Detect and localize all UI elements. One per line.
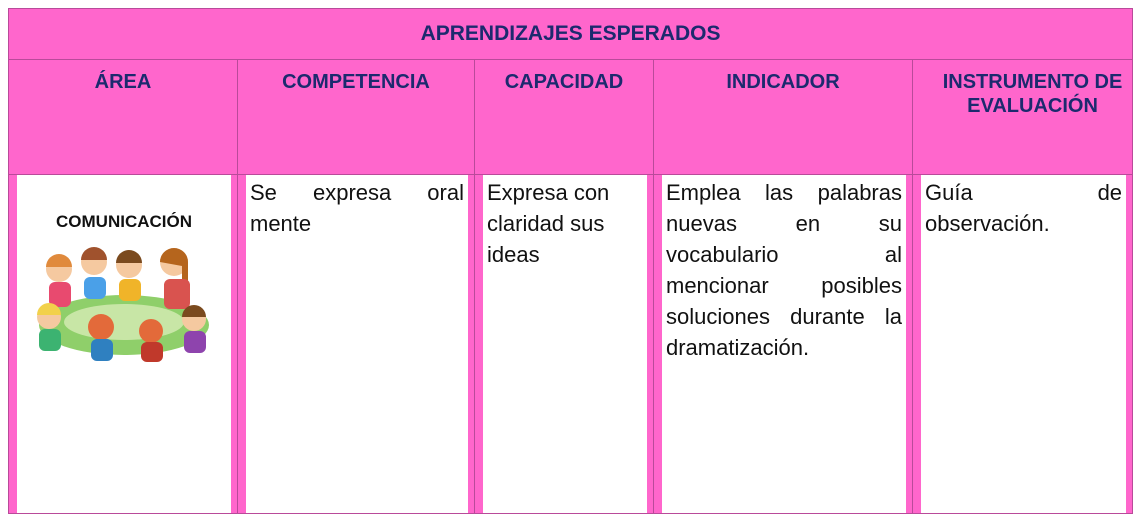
cell-text: Guía de observación. (921, 175, 1127, 513)
cell-box: COMUNICACIÓN (17, 175, 231, 513)
learning-table: APRENDIZAJES ESPERADOS ÁREA COMPETENCIA … (7, 8, 1134, 514)
body-cell: COMUNICACIÓN (8, 174, 238, 514)
column-header: ÁREA (8, 59, 238, 175)
body-cell: Se expresa oral mente (237, 174, 475, 514)
column-header: INSTRUMENTO DE EVALUACIÓN (911, 59, 1134, 175)
column-header: INDICADOR (653, 59, 913, 175)
body-cell: Expresa con claridad sus ideas (474, 174, 654, 514)
area-label: COMUNICACIÓN (56, 212, 192, 231)
column-header: COMPETENCIA (237, 59, 475, 175)
cell-text: Expresa con claridad sus ideas (483, 175, 647, 513)
cell-text: Emplea las palabras nuevas en su vocabul… (662, 175, 906, 513)
body-cell: Guía de observación. (911, 174, 1134, 514)
table-title: APRENDIZAJES ESPERADOS (7, 8, 1134, 60)
cell-text: Se expresa oral mente (246, 175, 468, 513)
column-header: CAPACIDAD (474, 59, 654, 175)
body-cell: Emplea las palabras nuevas en su vocabul… (653, 174, 913, 514)
children-illustration (37, 247, 209, 362)
